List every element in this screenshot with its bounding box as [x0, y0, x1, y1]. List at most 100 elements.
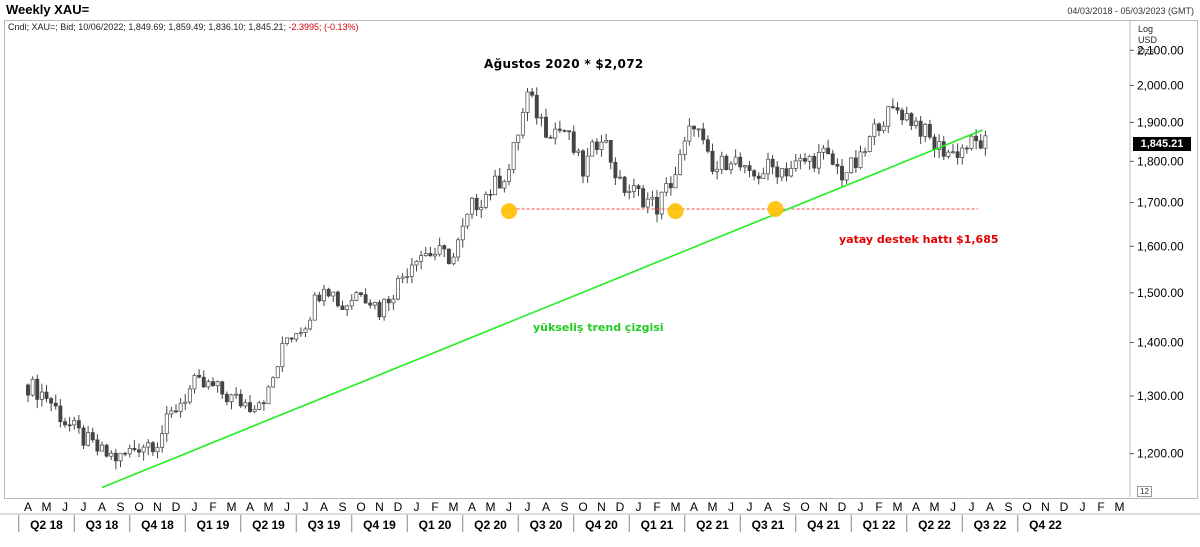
- candle-body: [756, 175, 761, 179]
- candle-body: [271, 377, 276, 388]
- x-month-label: N: [375, 500, 384, 514]
- candle-body: [516, 134, 521, 143]
- x-month-label: A: [320, 500, 328, 514]
- candle-body: [664, 183, 669, 193]
- candle-body: [63, 421, 67, 426]
- candle-body: [821, 147, 826, 153]
- candle-body: [340, 305, 345, 310]
- candle-body: [433, 253, 437, 257]
- x-month-label: S: [782, 500, 790, 514]
- x-month-label: J: [414, 500, 420, 514]
- candle-body: [557, 128, 562, 131]
- candle-body: [742, 165, 747, 168]
- axis-scale-button[interactable]: 12: [1137, 486, 1152, 497]
- candle-body: [474, 197, 479, 211]
- chart-header: Weekly XAU= 04/03/2018 - 05/03/2023 (GMT…: [0, 0, 1200, 20]
- x-quarter-label: Q3 19: [308, 518, 341, 532]
- support-touch-marker: [667, 203, 684, 220]
- candle-body: [252, 409, 257, 412]
- candle-body: [479, 207, 484, 211]
- candle-body: [525, 91, 530, 113]
- scale-option-log[interactable]: Log: [1138, 24, 1154, 34]
- x-month-label: M: [930, 500, 940, 514]
- candle-body: [285, 337, 289, 344]
- candle-body: [932, 136, 937, 150]
- candle-body: [969, 135, 974, 149]
- scale-option-unit[interactable]: Ozs: [1138, 46, 1155, 56]
- candle-body: [58, 405, 63, 423]
- x-month-label: N: [153, 500, 162, 514]
- y-tick-label: 2,100.00: [1137, 43, 1184, 57]
- x-month-label: J: [192, 500, 198, 514]
- x-month-label: F: [431, 500, 438, 514]
- candle-body: [183, 401, 188, 404]
- candle-body: [951, 151, 955, 154]
- candle-body: [594, 141, 599, 150]
- candle-body: [220, 381, 225, 395]
- candle-body: [187, 388, 192, 403]
- x-month-label: D: [838, 500, 847, 514]
- candle-body: [530, 91, 535, 96]
- candle-body: [345, 305, 350, 310]
- candle-body: [770, 158, 775, 168]
- candle-body: [789, 168, 794, 177]
- candle-body: [372, 302, 377, 306]
- candle-body: [428, 253, 433, 257]
- date-range: 04/03/2018 - 05/03/2023 (GMT): [1067, 6, 1194, 16]
- candle-body: [493, 175, 498, 196]
- candle-body: [779, 168, 784, 178]
- support-touch-marker: [767, 200, 784, 217]
- x-quarter-label: Q3 20: [530, 518, 563, 532]
- candle-body: [964, 147, 969, 150]
- candle-body: [317, 294, 322, 302]
- candle-body: [590, 141, 595, 157]
- x-month-label: D: [616, 500, 625, 514]
- x-month-label: J: [62, 500, 68, 514]
- chart-panel[interactable]: [4, 20, 1198, 499]
- candle-body: [733, 156, 738, 165]
- candle-body: [104, 444, 109, 457]
- x-quarter-label: Q3 21: [752, 518, 785, 532]
- candle-body: [141, 446, 146, 453]
- x-quarter-label: Q2 20: [474, 518, 507, 532]
- candle-body: [784, 168, 789, 177]
- candle-body: [354, 292, 359, 301]
- x-month-label: O: [356, 500, 365, 514]
- candle-body: [752, 170, 757, 177]
- scale-option-currency[interactable]: USD: [1138, 35, 1158, 45]
- candle-body: [872, 123, 877, 137]
- candle-body: [322, 288, 326, 302]
- candle-body: [359, 292, 363, 295]
- candle-body: [456, 239, 461, 258]
- candle-body: [599, 141, 604, 150]
- candle-body: [164, 413, 169, 435]
- candle-body: [113, 452, 118, 462]
- candle-body: [853, 157, 858, 168]
- candle-body: [386, 298, 391, 304]
- x-month-label: O: [578, 500, 587, 514]
- x-month-label: J: [747, 500, 753, 514]
- candle-body: [645, 198, 650, 208]
- y-tick-label: 1,300.00: [1137, 389, 1184, 403]
- candle-body: [571, 131, 576, 153]
- trendline-annotation: yükseliş trend çizgisi: [533, 321, 664, 334]
- candle-body: [90, 432, 95, 441]
- candle-body: [76, 420, 81, 429]
- candle-body: [863, 151, 868, 153]
- candle-body: [867, 136, 872, 152]
- candle-body: [729, 163, 733, 171]
- candle-body: [363, 294, 368, 304]
- candle-body: [391, 298, 396, 304]
- candle-body: [243, 402, 248, 407]
- candle-body: [414, 260, 419, 266]
- candle-body: [349, 299, 354, 307]
- candle-body: [26, 384, 30, 396]
- candle-body: [266, 386, 271, 405]
- candle-body: [877, 123, 881, 131]
- candle-body: [169, 410, 174, 415]
- y-tick-label: 1,800.00: [1137, 154, 1184, 168]
- candle-body: [974, 135, 979, 142]
- candle-body: [923, 124, 928, 137]
- candle-body: [465, 213, 470, 227]
- candle-body: [978, 140, 983, 149]
